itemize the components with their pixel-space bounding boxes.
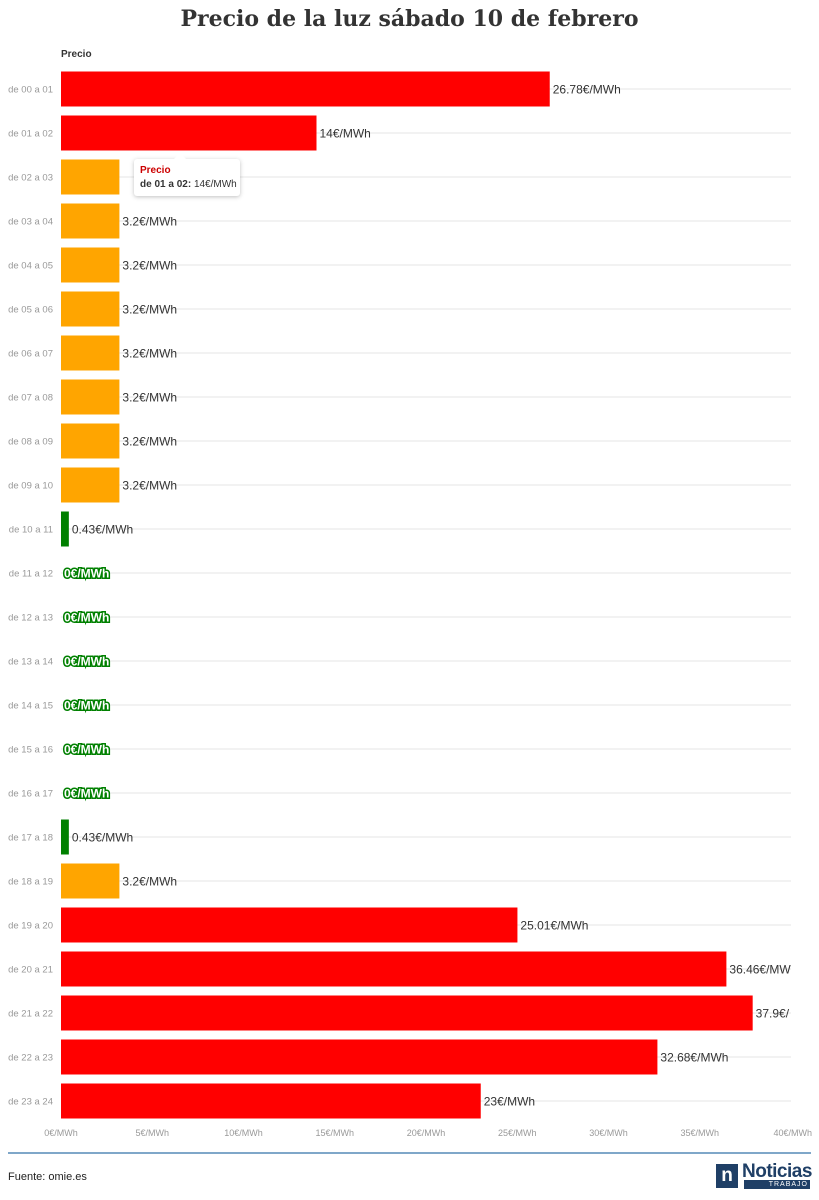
- category-label: de 02 a 03: [8, 173, 53, 184]
- x-axis-ticks: 0€/MWh 5€/MWh 10€/MWh 15€/MWh 20€/MWh 25€/MWh…: [44, 1128, 812, 1138]
- category-label: de 14 a 15: [8, 701, 53, 712]
- data-label: 25.01€/MWh: [520, 919, 588, 933]
- data-label: 0€/MWh: [64, 655, 109, 669]
- data-label: 3.2€/MWh: [122, 347, 177, 361]
- category-label: de 08 a 09: [8, 437, 53, 448]
- bar[interactable]: [61, 951, 727, 987]
- category-label: de 18 a 19: [8, 877, 53, 888]
- data-label: 36.46€/MW: [729, 963, 791, 977]
- bar[interactable]: [61, 819, 69, 855]
- bar[interactable]: [61, 291, 120, 327]
- bar[interactable]: [61, 511, 69, 547]
- bar[interactable]: [61, 335, 120, 371]
- data-label: 0.43€/MWh: [72, 523, 133, 537]
- data-label: 0€/MWh: [64, 611, 109, 625]
- category-label: de 10 a 11: [9, 525, 53, 536]
- x-tick-label: 20€/MWh: [407, 1128, 446, 1138]
- data-label: 0€/MWh: [64, 567, 109, 581]
- logo-sub: TRABAJO: [744, 1180, 810, 1189]
- x-tick-label: 35€/MWh: [680, 1128, 719, 1138]
- category-label: de 16 a 17: [8, 789, 53, 800]
- bar[interactable]: [61, 203, 120, 239]
- bars: [61, 71, 753, 1119]
- data-label: 14€/MWh: [320, 127, 371, 141]
- logo-mark: n: [716, 1164, 738, 1188]
- data-label: 0€/MWh: [64, 743, 109, 757]
- bar[interactable]: [61, 995, 753, 1031]
- category-label: de 03 a 04: [8, 217, 53, 228]
- data-label: 0€/MWh: [64, 699, 109, 713]
- category-label: de 12 a 13: [8, 613, 53, 624]
- x-tick-label: 25€/MWh: [498, 1128, 537, 1138]
- x-tick-label: 5€/MWh: [135, 1128, 169, 1138]
- bar[interactable]: [61, 863, 120, 899]
- logo-word: Noticias: [742, 1161, 812, 1182]
- category-label: de 00 a 01: [8, 85, 53, 96]
- category-label: de 09 a 10: [8, 481, 53, 492]
- data-label: 23€/MWh: [484, 1095, 535, 1109]
- noticias-trabajo-logo[interactable]: n Noticias TRABAJO: [716, 1161, 812, 1190]
- category-label: de 23 a 24: [8, 1097, 53, 1108]
- bar[interactable]: [61, 467, 120, 503]
- data-label: 3.2€/MWh: [122, 259, 177, 273]
- data-label: 3.2€/MWh: [122, 215, 177, 229]
- data-label: 0.43€/MWh: [72, 831, 133, 845]
- tooltip-value-line: de 01 a 02: 14€/MWh: [140, 179, 237, 190]
- tooltip-category: de 01 a 02:: [140, 179, 192, 190]
- x-tick-label: 0€/MWh: [44, 1128, 78, 1138]
- data-label: 3.2€/MWh: [122, 303, 177, 317]
- x-tick-label: 15€/MWh: [315, 1128, 354, 1138]
- data-label: 3.2€/MWh: [122, 391, 177, 405]
- tooltip: Precio de 01 a 02: 14€/MWh: [134, 153, 240, 196]
- category-label: de 20 a 21: [8, 965, 53, 976]
- bar[interactable]: [61, 907, 518, 943]
- source-note: Fuente: omie.es: [8, 1171, 87, 1183]
- bar[interactable]: [61, 423, 120, 459]
- category-label: de 13 a 14: [8, 657, 53, 668]
- bar[interactable]: [61, 1083, 481, 1119]
- category-label: de 07 a 08: [8, 393, 53, 404]
- x-tick-label: 30€/MWh: [589, 1128, 628, 1138]
- tooltip-value: 14€/MWh: [193, 179, 237, 190]
- category-label: de 05 a 06: [8, 305, 53, 316]
- x-tick-label: 10€/MWh: [224, 1128, 263, 1138]
- category-label: de 17 a 18: [8, 833, 53, 844]
- category-label: de 11 a 12: [9, 569, 53, 580]
- bar[interactable]: [61, 159, 120, 195]
- data-label: 3.2€/MWh: [122, 875, 177, 889]
- category-labels: de 00 a 01 de 01 a 02 de 02 a 03 de 03 a 04…: [8, 85, 53, 1108]
- tooltip-series: Precio: [140, 165, 171, 176]
- data-label: 37.9€/: [756, 1007, 790, 1021]
- category-label: de 01 a 02: [8, 129, 53, 140]
- category-label: de 04 a 05: [8, 261, 53, 272]
- data-label: 26.78€/MWh: [553, 83, 621, 97]
- category-label: de 19 a 20: [8, 921, 53, 932]
- x-tick-label: 40€/MWh: [773, 1128, 812, 1138]
- bar[interactable]: [61, 115, 317, 151]
- gridlines: [61, 88, 791, 1102]
- data-label: 0€/MWh: [64, 787, 109, 801]
- category-label: de 22 a 23: [8, 1053, 53, 1064]
- footer-divider: [8, 1152, 811, 1154]
- data-label: 32.68€/MWh: [660, 1051, 728, 1065]
- bar[interactable]: [61, 1039, 658, 1075]
- data-labels: 26.78€/MWh 14€/MWh 3.2€/MWh 3.2€/MWh 3.2€/MW…: [63, 83, 792, 1109]
- chart-title: Precio de la luz sábado 10 de febrero: [180, 6, 639, 32]
- data-label: 3.2€/MWh: [122, 435, 177, 449]
- category-label: de 21 a 22: [8, 1009, 53, 1020]
- bar[interactable]: [61, 379, 120, 415]
- category-label: de 06 a 07: [8, 349, 53, 360]
- bar[interactable]: [61, 71, 550, 107]
- tooltip-arrow: [174, 153, 186, 159]
- series-label: Precio: [61, 49, 92, 60]
- bar[interactable]: [61, 247, 120, 283]
- category-label: de 15 a 16: [8, 745, 53, 756]
- data-label: 3.2€/MWh: [122, 479, 177, 493]
